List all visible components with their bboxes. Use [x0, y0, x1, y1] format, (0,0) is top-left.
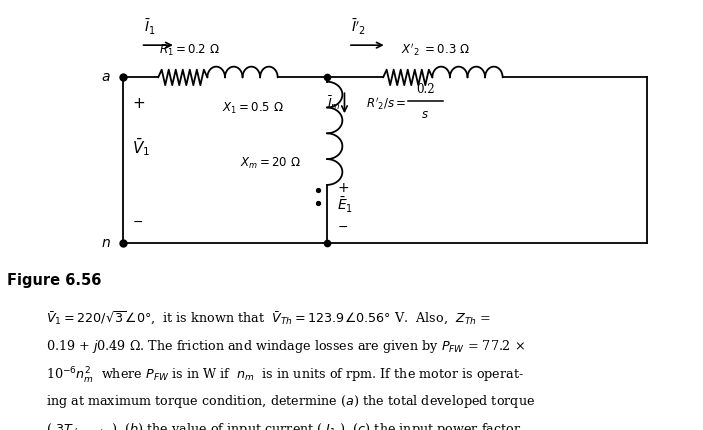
Text: $s$: $s$ — [421, 108, 430, 120]
Text: +: + — [132, 96, 145, 111]
Text: $X_m = 20\ \Omega$: $X_m = 20\ \Omega$ — [240, 156, 301, 171]
Text: +: + — [337, 181, 349, 195]
Text: 0.19 + $j$0.49 Ω. The friction and windage losses are given by $P_{FW}$ = 77.2 ×: 0.19 + $j$0.49 Ω. The friction and winda… — [46, 338, 524, 355]
Text: $X_1 = 0.5\ \Omega$: $X_1 = 0.5\ \Omega$ — [222, 101, 284, 116]
Text: 10$^{-6}$$n^2_m$  where $P_{FW}$ is in W if  $n_m$  is in units of rpm. If the m: 10$^{-6}$$n^2_m$ where $P_{FW}$ is in W … — [46, 366, 524, 386]
Text: $n$: $n$ — [101, 236, 110, 250]
Text: $\bar{V}_1 = 220/\sqrt{3}\angle0°$,  it is known that  $\bar{V}_{Th} = 123.9\ang: $\bar{V}_1 = 220/\sqrt{3}\angle0°$, it i… — [46, 310, 491, 327]
Text: $R_1 = 0.2\ \Omega$: $R_1 = 0.2\ \Omega$ — [160, 43, 220, 58]
Text: ( $3T_{d\mathrm{max}+}$ ), ($b$) the value of input current ( $I_1$ ), ($c$) the: ( $3T_{d\mathrm{max}+}$ ), ($b$) the val… — [46, 421, 521, 430]
Text: $\bar{V}_1$: $\bar{V}_1$ — [132, 136, 150, 158]
Text: $\bar{I}'_2$: $\bar{I}'_2$ — [352, 18, 366, 37]
Text: $-$: $-$ — [337, 220, 349, 233]
Text: $-$: $-$ — [132, 215, 143, 228]
Text: $\bar{E}_1$: $\bar{E}_1$ — [337, 196, 354, 215]
Text: $a$: $a$ — [101, 71, 110, 84]
Text: Figure 6.56: Figure 6.56 — [7, 273, 101, 288]
Text: $R'_2/s =$: $R'_2/s =$ — [366, 95, 406, 111]
Text: 0.2: 0.2 — [416, 83, 434, 96]
Text: ing at maximum torque condition, determine ($a$) the total developed torque: ing at maximum torque condition, determi… — [46, 393, 535, 411]
Text: $X'_2\ = 0.3\ \Omega$: $X'_2\ = 0.3\ \Omega$ — [401, 41, 470, 58]
Text: $\bar{I}_1$: $\bar{I}_1$ — [144, 18, 155, 37]
Text: $\bar{I}_m$: $\bar{I}_m$ — [327, 95, 341, 112]
